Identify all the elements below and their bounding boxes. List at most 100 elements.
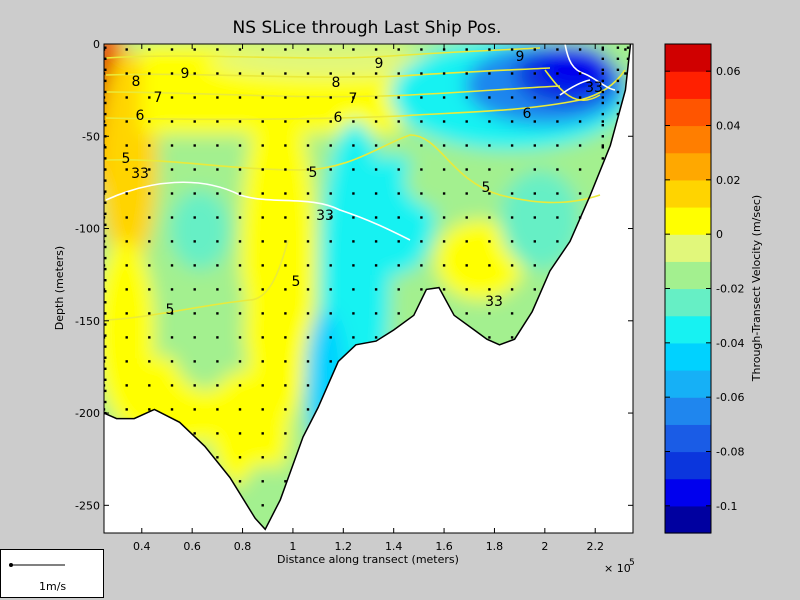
- colorbar-level: [665, 315, 711, 344]
- sample-point: [601, 124, 604, 127]
- contour-label-salinity: 7: [154, 90, 163, 106]
- sample-point: [488, 72, 491, 75]
- sample-point: [238, 384, 242, 387]
- sample-point: [193, 408, 196, 411]
- contour-label-salinity: 5: [309, 165, 318, 181]
- sample-point: [170, 168, 174, 171]
- y-tick-label: -100: [75, 223, 100, 236]
- sample-point: [125, 144, 128, 147]
- sample-point: [238, 48, 242, 51]
- sample-point: [578, 144, 582, 147]
- y-tick-label: -250: [75, 499, 100, 512]
- sample-point: [488, 336, 491, 339]
- x-tick-label: 1.2: [335, 540, 353, 553]
- x-tick-label: 0.8: [234, 540, 252, 553]
- sample-point: [238, 192, 242, 195]
- colorbar-tick-label: -0.06: [716, 391, 744, 404]
- contour-label-density: 33: [585, 80, 603, 96]
- sample-point: [125, 48, 128, 51]
- colorbar-level: [665, 451, 711, 480]
- sample-point: [533, 120, 536, 123]
- sample-point: [216, 72, 219, 75]
- sample-point: [374, 144, 378, 147]
- sample-point: [352, 168, 355, 171]
- sample-point: [261, 312, 264, 315]
- sample-point: [352, 72, 355, 75]
- sample-point: [193, 312, 196, 315]
- x-tick-label: 1.8: [486, 540, 504, 553]
- sample-point: [261, 360, 264, 363]
- sample-point: [420, 144, 423, 147]
- sample-point: [238, 288, 242, 291]
- sample-point: [238, 168, 242, 171]
- sample-point: [284, 168, 287, 171]
- colorbar-tick-label: 0.06: [716, 65, 741, 78]
- colorbar-level: [665, 397, 711, 425]
- sample-point: [238, 360, 242, 363]
- sample-point: [465, 288, 468, 291]
- sample-point: [216, 288, 219, 291]
- sample-point: [533, 216, 536, 219]
- sample-point: [216, 336, 219, 339]
- sample-point: [616, 68, 620, 71]
- sample-point: [170, 408, 174, 411]
- colorbar-level: [665, 179, 711, 208]
- sample-point: [104, 279, 107, 282]
- sample-point: [488, 48, 491, 51]
- sample-point: [148, 192, 151, 195]
- sample-point: [306, 144, 310, 147]
- sample-point: [104, 240, 106, 243]
- colorbar-tick-label: -0.08: [716, 446, 744, 459]
- sample-point: [216, 456, 219, 459]
- sample-point: [329, 192, 332, 195]
- sample-point: [465, 216, 468, 219]
- contour-label-density: 33: [131, 166, 149, 182]
- yellow-contour: [105, 67, 551, 78]
- sample-point: [601, 68, 604, 71]
- sample-point: [374, 72, 378, 75]
- sample-point: [329, 360, 332, 363]
- sample-point: [193, 96, 196, 99]
- sample-point: [104, 216, 106, 219]
- contour-label-salinity: 6: [334, 110, 343, 126]
- x-axis-label: Distance along transect (meters): [277, 553, 459, 566]
- sample-point: [601, 96, 604, 99]
- sample-point: [216, 48, 219, 51]
- colorbar-level: [665, 478, 711, 507]
- sample-point: [329, 288, 332, 291]
- sample-point: [465, 168, 468, 171]
- sample-point: [510, 120, 514, 123]
- sample-point: [284, 384, 287, 387]
- x-multiplier-exponent: 5: [629, 558, 635, 568]
- sample-point: [261, 264, 264, 267]
- sample-point: [216, 144, 219, 147]
- sample-point: [306, 192, 310, 195]
- sample-point: [104, 146, 107, 149]
- sample-point: [104, 79, 107, 83]
- sample-point: [193, 432, 196, 435]
- sample-point: [261, 216, 264, 219]
- sample-point: [148, 216, 151, 219]
- sample-point: [533, 48, 536, 51]
- white-contour: [564, 44, 616, 91]
- colorbar-tick-label: 0.04: [716, 120, 741, 133]
- sample-point: [261, 456, 264, 459]
- sample-point: [533, 144, 536, 147]
- sample-point: [374, 216, 378, 219]
- sample-point: [329, 144, 332, 147]
- sample-point: [193, 384, 196, 387]
- sample-point: [284, 408, 287, 411]
- sample-point: [193, 48, 196, 51]
- sample-point: [284, 480, 287, 483]
- sample-point: [104, 323, 107, 326]
- x-tick-label: 2: [541, 540, 548, 553]
- sample-point: [284, 48, 287, 51]
- sample-point: [329, 264, 332, 267]
- sample-point: [104, 367, 107, 370]
- sample-point: [238, 240, 242, 243]
- sample-point: [374, 288, 378, 291]
- sample-point: [104, 264, 106, 267]
- sample-point: [352, 192, 355, 195]
- sample-point: [352, 48, 355, 51]
- sample-point: [556, 216, 559, 219]
